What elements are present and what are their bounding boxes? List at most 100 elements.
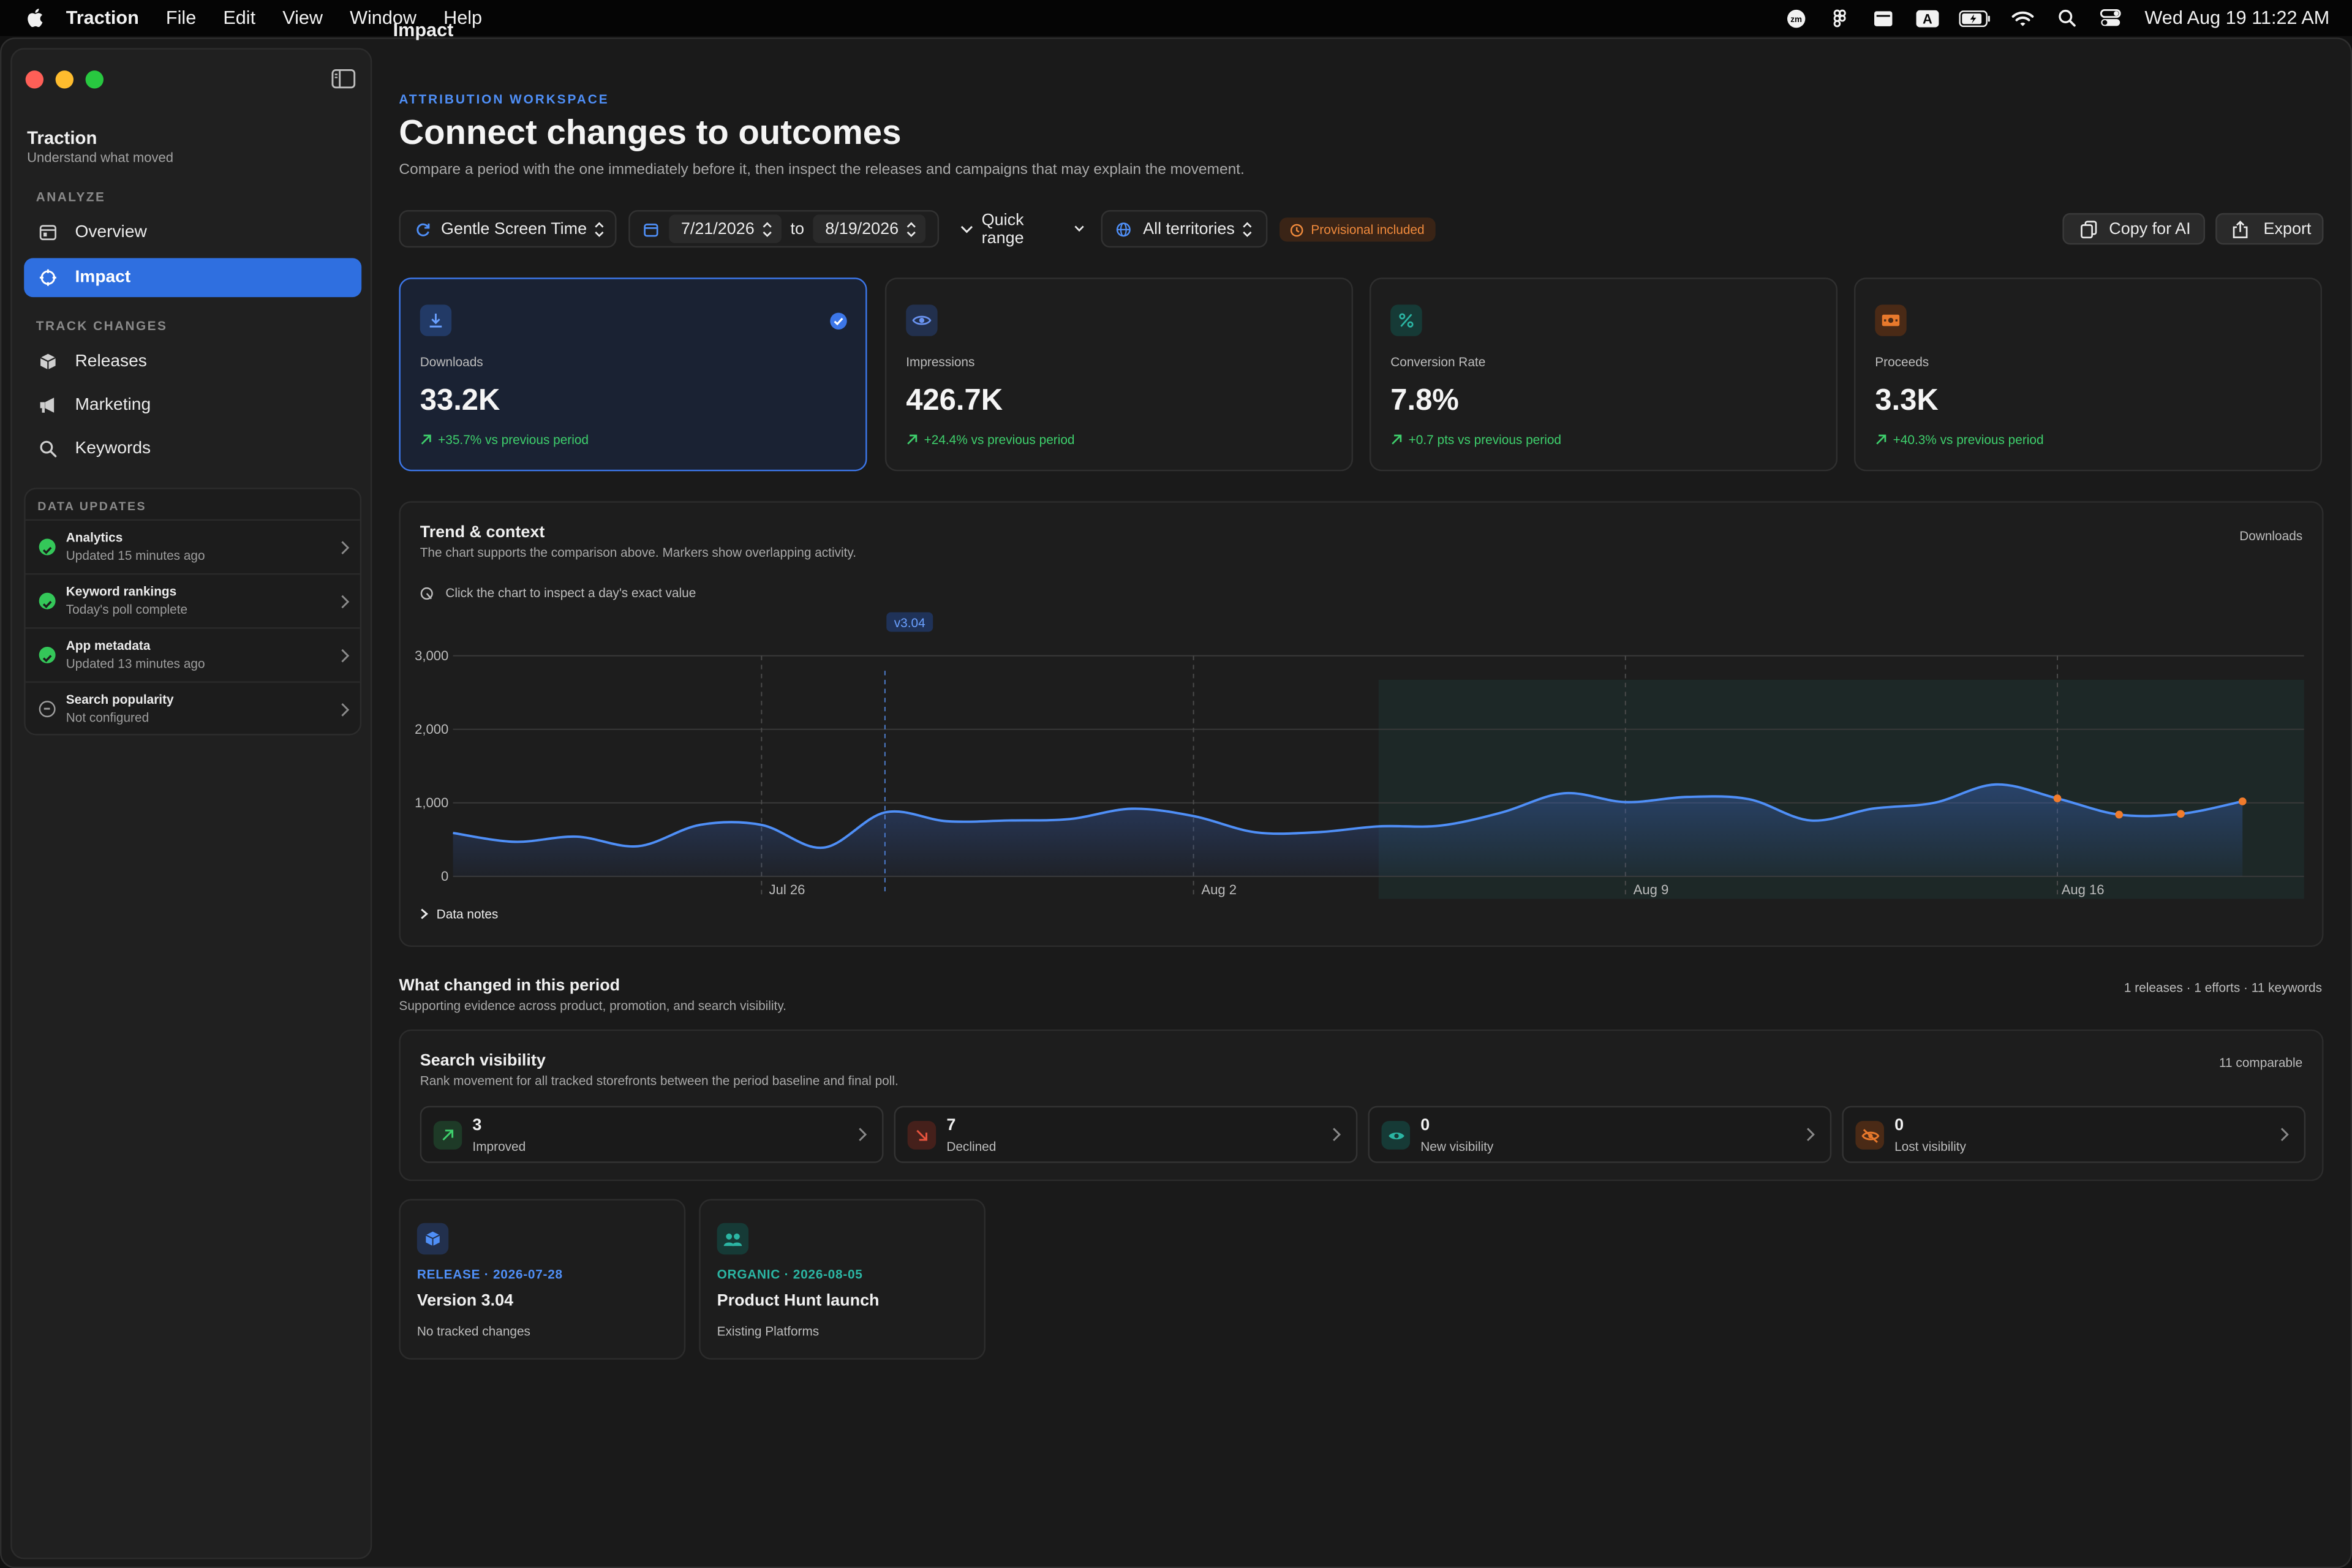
chevron-right-icon — [341, 541, 350, 555]
section-label-track: TRACK CHANGES — [36, 318, 168, 333]
search-icon — [37, 439, 57, 459]
date-to-field[interactable]: 8/19/2026 — [813, 214, 926, 243]
apple-icon[interactable] — [24, 6, 45, 30]
export-button[interactable]: Export — [2215, 213, 2324, 245]
arrow-up-right-icon — [1876, 434, 1887, 445]
kpi-delta: +0.7 pts vs previous period — [1390, 432, 1561, 447]
sidebar-item-label: Impact — [75, 268, 131, 287]
battery-icon[interactable] — [1959, 7, 1992, 28]
provisional-point — [2238, 797, 2247, 805]
calendar-icon — [642, 221, 658, 237]
downloads-trend-chart[interactable]: 3,000 2,000 1,000 0 Jul 26 Aug 2 Aug 9 Aug 16 v3… — [401, 503, 2325, 949]
date-from-value: 7/21/2026 — [680, 219, 755, 238]
sidebar-item-releases[interactable]: Releases — [24, 342, 361, 382]
menu-edit[interactable]: Edit — [223, 7, 256, 29]
arrow-up-right-icon — [1392, 434, 1402, 445]
selected-check-icon — [830, 312, 847, 330]
update-row-keyword-rankings[interactable]: Keyword rankings Today's poll complete — [25, 573, 360, 627]
menu-view[interactable]: View — [282, 7, 323, 29]
kpi-card-impressions[interactable]: Impressions 426.7K +24.4% vs previous pe… — [884, 277, 1353, 472]
date-stepper-icon[interactable] — [762, 220, 772, 238]
provisional-point — [2053, 794, 2062, 802]
sidebar-item-overview[interactable]: Overview — [24, 213, 361, 252]
menu-window[interactable]: Window — [350, 7, 417, 29]
event-title: Product Hunt launch — [717, 1292, 880, 1310]
territories-select[interactable]: All territories — [1101, 210, 1268, 248]
app-select[interactable]: Gentle Screen Time — [399, 210, 617, 248]
data-notes-toggle[interactable]: Data notes — [420, 907, 498, 921]
window-title: Impact — [393, 19, 454, 41]
tile-count: 3 — [472, 1116, 482, 1135]
display-icon[interactable] — [1872, 7, 1896, 28]
quick-range-label: Quick range — [981, 211, 1024, 247]
sidebar: Traction Understand what moved ANALYZE O… — [10, 48, 372, 1559]
visibility-tile-improved[interactable]: 3 Improved — [420, 1106, 884, 1163]
event-card-release[interactable]: RELEASE · 2026-07-28 Version 3.04 No tra… — [399, 1199, 686, 1360]
event-kicker: ORGANIC · 2026-08-05 — [717, 1266, 863, 1282]
zoom-window-button[interactable] — [85, 70, 104, 89]
copy-for-ai-button[interactable]: Copy for AI — [2062, 213, 2206, 245]
date-from-field[interactable]: 7/21/2026 — [669, 214, 782, 243]
chevron-right-icon — [421, 908, 428, 919]
clock-warning-icon — [1290, 223, 1303, 236]
kpi-value: 33.2K — [420, 384, 500, 418]
menu-app-name[interactable]: Traction — [66, 7, 139, 29]
sidebar-toggle-icon[interactable] — [331, 69, 356, 89]
kpi-card-proceeds[interactable]: Proceeds 3.3K +40.3% vs previous period — [1853, 277, 2323, 472]
menu-help[interactable]: Help — [443, 7, 483, 29]
kpi-delta: +35.7% vs previous period — [420, 432, 589, 447]
visibility-tile-new[interactable]: 0 New visibility — [1368, 1106, 1832, 1163]
menu-file[interactable]: File — [165, 7, 197, 29]
pointer-icon — [420, 586, 433, 599]
update-status: Updated 13 minutes ago — [66, 655, 205, 671]
update-title: Keyword rankings — [66, 584, 177, 599]
svg-text:zm: zm — [1791, 14, 1803, 23]
menubar: Traction File Edit View Window Help zm A — [0, 0, 2352, 36]
arrow-down-right-icon — [907, 1121, 937, 1150]
zoom-icon[interactable]: zm — [1785, 7, 1809, 28]
event-card-organic[interactable]: ORGANIC · 2026-08-05 Product Hunt launch… — [699, 1199, 986, 1360]
control-center-icon[interactable] — [2098, 7, 2122, 28]
sidebar-item-label: Marketing — [75, 396, 151, 415]
y-tick-label: 1,000 — [415, 795, 448, 810]
minimize-window-button[interactable] — [55, 70, 74, 89]
search-visibility-subtitle: Rank movement for all tracked storefront… — [420, 1072, 899, 1088]
box-icon — [37, 352, 57, 372]
visibility-tile-declined[interactable]: 7 Declined — [894, 1106, 1358, 1163]
banknote-icon — [1875, 304, 1907, 336]
eye-off-icon — [1855, 1121, 1884, 1150]
wifi-icon[interactable] — [2011, 7, 2035, 28]
page-title: Connect changes to outcomes — [399, 112, 902, 152]
quick-range-menu[interactable]: Quick range — [948, 210, 1089, 247]
kpi-label: Impressions — [906, 354, 975, 369]
update-row-analytics[interactable]: Analytics Updated 15 minutes ago — [25, 519, 360, 573]
kpi-card-conversion-rate[interactable]: Conversion Rate 7.8% +0.7 pts vs previou… — [1369, 277, 1838, 472]
overview-icon — [37, 223, 57, 243]
chevron-right-icon — [859, 1128, 867, 1142]
export-label: Export — [2263, 219, 2312, 238]
tile-count: 0 — [1894, 1116, 1904, 1135]
sidebar-item-keywords[interactable]: Keywords — [24, 429, 361, 469]
input-source-icon[interactable]: A — [1915, 7, 1939, 28]
update-row-app-metadata[interactable]: App metadata Updated 13 minutes ago — [25, 627, 360, 681]
x-tick-label: Jul 26 — [769, 882, 805, 897]
close-window-button[interactable] — [25, 70, 44, 89]
date-stepper-icon[interactable] — [906, 220, 916, 238]
spotlight-icon[interactable] — [2055, 7, 2079, 28]
copy-for-ai-label: Copy for AI — [2109, 219, 2191, 238]
figma-icon[interactable] — [1828, 7, 1852, 28]
event-kicker: RELEASE · 2026-07-28 — [417, 1266, 563, 1282]
chevron-right-icon — [1807, 1128, 1815, 1142]
data-updates-label: DATA UPDATES — [37, 499, 147, 513]
visibility-tile-lost[interactable]: 0 Lost visibility — [1842, 1106, 2306, 1163]
brand-tagline: Understand what moved — [27, 150, 174, 165]
y-tick-label: 3,000 — [415, 648, 448, 663]
kpi-card-downloads[interactable]: Downloads 33.2K +35.7% vs previous perio… — [399, 277, 867, 472]
menubar-clock[interactable]: Wed Aug 19 11:22 AM — [2144, 7, 2330, 29]
update-row-search-popularity[interactable]: Search popularity Not configured — [25, 681, 360, 735]
trend-subtitle: The chart supports the comparison above.… — [420, 545, 857, 560]
percent-icon — [1390, 304, 1422, 336]
update-title: Search popularity — [66, 692, 174, 707]
sidebar-item-impact[interactable]: Impact — [24, 258, 362, 298]
sidebar-item-marketing[interactable]: Marketing — [24, 386, 361, 425]
